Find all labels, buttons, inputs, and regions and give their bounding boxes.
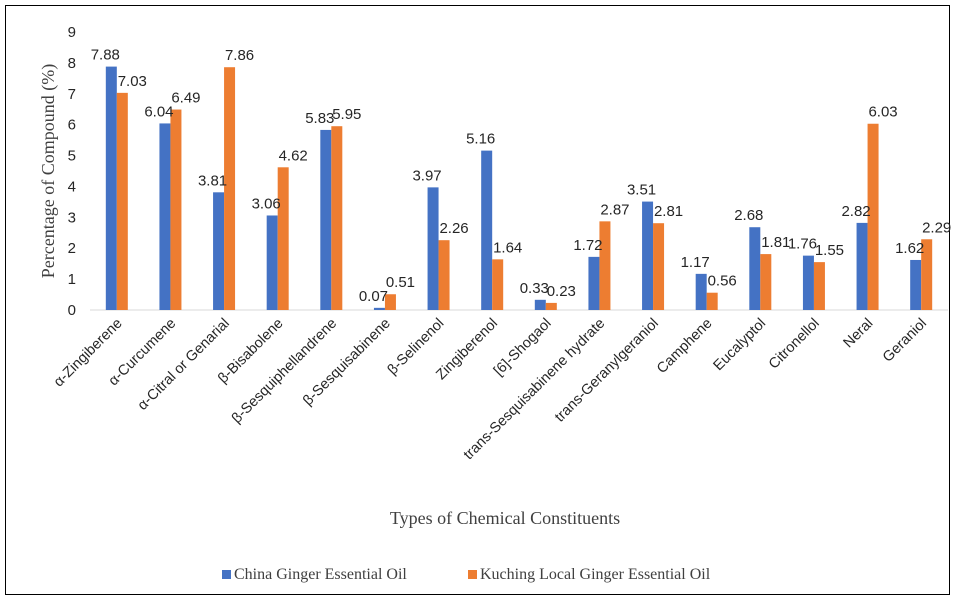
bar xyxy=(159,123,171,310)
category-label: Neral xyxy=(841,316,877,352)
data-label: 0.07 xyxy=(359,288,388,305)
data-label: 1.72 xyxy=(573,237,602,254)
data-label: 0.51 xyxy=(386,274,415,291)
data-label: 6.03 xyxy=(868,104,897,121)
category-label: Eucalyptol xyxy=(711,316,770,375)
bar xyxy=(599,221,611,310)
data-label: 0.56 xyxy=(708,273,737,290)
data-label: 2.81 xyxy=(654,203,683,220)
bar xyxy=(492,259,504,310)
bar xyxy=(813,262,825,310)
bar xyxy=(224,67,236,310)
y-tick-label: 8 xyxy=(68,55,76,72)
data-label: 1.76 xyxy=(788,236,817,253)
bar xyxy=(534,299,546,310)
y-axis-title: Percentage of Compound (%) xyxy=(38,64,59,278)
category-label: β-Sesquiphellandrene xyxy=(229,316,340,427)
category-label: trans-Geranylgeraniol xyxy=(552,316,662,426)
bar xyxy=(277,167,289,310)
y-tick-label: 7 xyxy=(68,86,76,103)
bar xyxy=(331,126,343,310)
bar xyxy=(266,215,278,310)
bar xyxy=(116,92,128,311)
category-label: Camphene xyxy=(654,316,715,377)
bar xyxy=(213,192,225,310)
bar xyxy=(320,129,332,310)
legend-swatch xyxy=(468,570,477,579)
y-axis-ticks: 0 1 2 3 4 5 6 7 8 9 xyxy=(68,24,76,319)
bar xyxy=(642,201,654,310)
y-tick-label: 3 xyxy=(68,209,76,226)
bar xyxy=(856,222,868,310)
y-tick-label: 4 xyxy=(68,178,76,195)
category-label: Citronellol xyxy=(766,316,823,373)
legend-label: Kuching Local Ginger Essential Oil xyxy=(480,566,711,583)
data-label: 2.68 xyxy=(734,207,763,224)
y-tick-label: 1 xyxy=(68,271,76,288)
bar xyxy=(910,259,922,310)
data-label: 5.95 xyxy=(332,106,361,123)
data-label: 4.62 xyxy=(279,147,308,164)
y-tick-label: 0 xyxy=(68,302,76,319)
bar xyxy=(170,109,182,310)
data-label: 2.26 xyxy=(439,220,468,237)
bar xyxy=(760,254,772,310)
data-label: 2.82 xyxy=(841,203,870,220)
data-label: 0.33 xyxy=(520,280,549,297)
bar xyxy=(438,240,450,310)
bar xyxy=(695,273,707,310)
bar xyxy=(653,223,665,310)
bar xyxy=(105,66,117,311)
bar xyxy=(545,302,557,310)
data-label: 1.81 xyxy=(761,234,790,251)
bar xyxy=(427,187,439,310)
data-label: 1.55 xyxy=(815,242,844,259)
data-label: 5.83 xyxy=(305,110,334,127)
bar xyxy=(749,227,761,310)
data-labels: 7.88 7.03 6.046.49 3.81 7.86 3.06 4.62 5.835.95… xyxy=(91,47,952,305)
legend-label: China Ginger Essential Oil xyxy=(234,566,407,583)
data-label: 7.86 xyxy=(225,47,254,64)
data-label: 3.51 xyxy=(627,182,656,199)
data-label: 2.87 xyxy=(600,201,629,218)
data-label: 3.97 xyxy=(412,167,441,184)
y-tick-label: 5 xyxy=(68,148,76,165)
data-label: 5.16 xyxy=(466,131,495,148)
bar xyxy=(867,123,879,311)
data-label: 2.29 xyxy=(922,219,951,236)
data-label: 3.06 xyxy=(252,195,281,212)
bar xyxy=(588,256,600,310)
bar xyxy=(802,255,814,310)
bar xyxy=(921,239,933,310)
legend-swatch xyxy=(222,570,231,579)
y-tick-label: 2 xyxy=(68,240,76,257)
x-axis-title: Types of Chemical Constituents xyxy=(390,508,620,528)
category-label: Geraniol xyxy=(880,316,930,366)
data-label: 7.03 xyxy=(118,73,147,90)
bar xyxy=(481,150,493,310)
bar xyxy=(373,307,385,310)
y-tick-label: 6 xyxy=(68,117,76,134)
bar xyxy=(384,294,396,310)
data-label: 1.17 xyxy=(681,254,710,271)
data-label: 6.04 xyxy=(144,103,173,120)
bar xyxy=(706,292,718,310)
data-label: 3.81 xyxy=(198,172,227,189)
category-label: α-Citral or Genarial xyxy=(135,316,233,414)
y-tick-label: 9 xyxy=(68,24,76,41)
data-label: 7.88 xyxy=(91,47,120,64)
data-label: 1.64 xyxy=(493,239,522,256)
data-label: 0.23 xyxy=(547,283,576,300)
bars xyxy=(105,66,933,311)
data-label: 1.62 xyxy=(895,240,924,257)
data-label: 6.49 xyxy=(171,90,200,107)
legend: China Ginger Essential Oil Kuching Local … xyxy=(222,566,711,583)
